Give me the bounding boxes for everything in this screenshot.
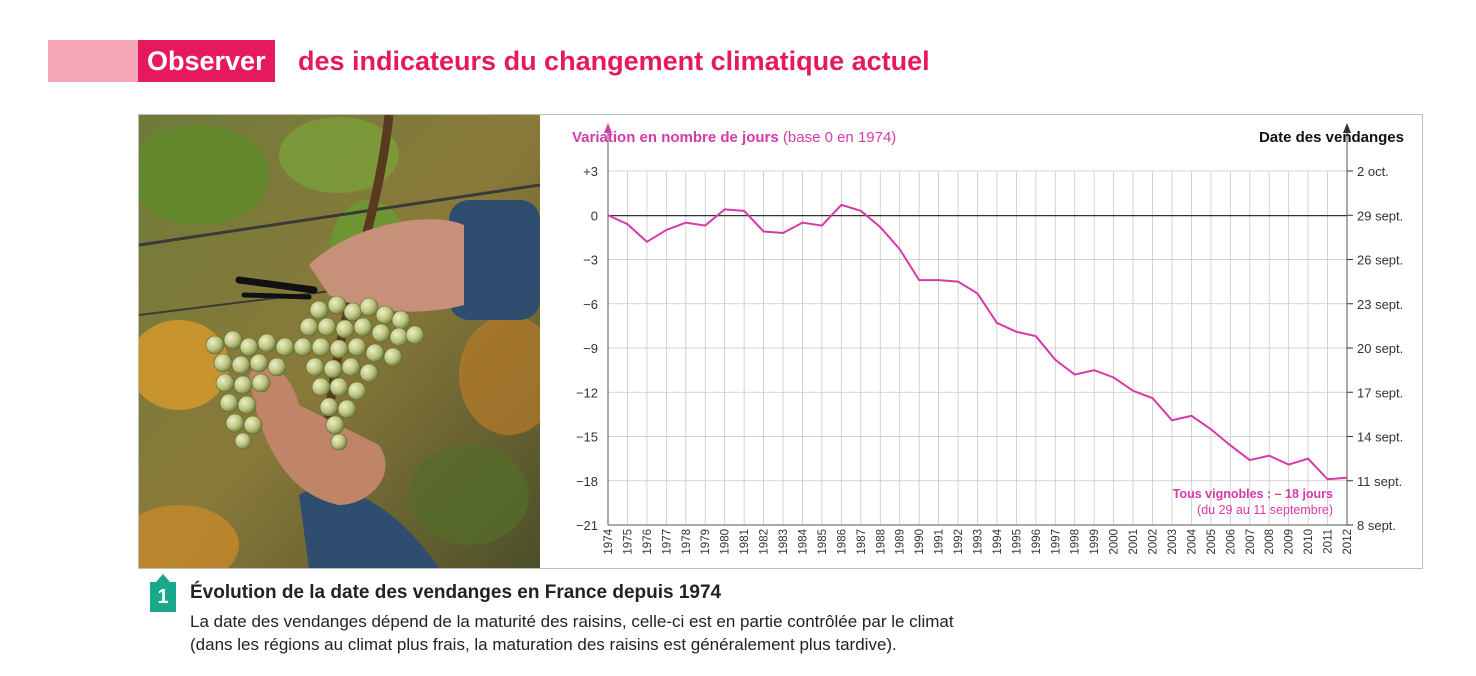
x-tick-label: 2011 (1323, 529, 1335, 554)
x-tick-label: 2009 (1284, 529, 1296, 555)
x-tick-label: 1981 (739, 529, 751, 555)
x-tick-label: 1994 (992, 528, 1004, 554)
y-tick-label-left: −3 (583, 253, 598, 268)
y-tick-label-left: −21 (576, 518, 598, 533)
x-tick-label: 1996 (1031, 529, 1043, 555)
y-tick-label-right: 26 sept. (1357, 253, 1403, 268)
figure-caption-title: Évolution de la date des vendanges en Fr… (190, 582, 722, 603)
grape-harvest-photo (139, 115, 540, 568)
y-tick-label-left: −12 (576, 385, 598, 400)
x-tick-label: 1997 (1050, 529, 1062, 555)
x-tick-label: 1987 (856, 529, 868, 555)
y-tick-label-left: −6 (583, 297, 598, 312)
y-axis-arrow-right (1343, 123, 1351, 133)
y-tick-label-right: 17 sept. (1357, 385, 1403, 400)
x-tick-label: 1988 (875, 529, 887, 555)
x-tick-label: 2006 (1225, 529, 1237, 555)
series-line (607, 203, 1348, 481)
figure-panel: Variation en nombre de jours (base 0 en … (138, 114, 1423, 569)
annotation-line1: Tous vignobles : – 18 jours (1173, 487, 1333, 501)
x-tick-label: 1999 (1089, 529, 1101, 555)
x-tick-label: 1975 (622, 529, 634, 555)
x-tick-label: 1985 (817, 529, 829, 555)
figure-caption-text: La date des vendanges dépend de la matur… (190, 610, 1190, 656)
x-tick-label: 2012 (1342, 529, 1354, 555)
y-tick-label-right: 2 oct. (1357, 164, 1389, 179)
x-tick-label: 2005 (1206, 529, 1218, 555)
caption-line-1: La date des vendanges dépend de la matur… (190, 612, 954, 631)
y-tick-label-right: 11 sept. (1357, 474, 1402, 489)
x-tick-label: 1983 (778, 529, 790, 555)
x-tick-label: 2000 (1109, 529, 1121, 555)
page-title: des indicateurs du changement climatique… (298, 46, 930, 76)
x-tick-label: 1991 (934, 529, 946, 555)
x-tick-label: 1978 (681, 529, 693, 555)
x-tick-label: 1974 (603, 528, 615, 554)
x-tick-label: 1977 (661, 529, 673, 555)
title-decoration-bar (48, 40, 138, 82)
y-tick-label-left: 0 (591, 208, 598, 223)
x-tick-label: 1998 (1070, 529, 1082, 555)
x-tick-label: 2003 (1167, 529, 1179, 555)
x-tick-label: 1993 (973, 529, 985, 555)
y-axis-title-right: Date des vendanges (1259, 129, 1404, 146)
x-tick-label: 1989 (895, 529, 907, 555)
x-tick-label: 1986 (836, 529, 848, 555)
figure-number: 1 (150, 574, 176, 612)
y-tick-label-right: 20 sept. (1357, 341, 1403, 356)
x-tick-label: 1982 (759, 529, 771, 555)
x-tick-label: 2001 (1128, 529, 1140, 555)
y-tick-label-right: 14 sept. (1357, 430, 1403, 445)
y-tick-label-right: 23 sept. (1357, 297, 1403, 312)
y-tick-label-right: 29 sept. (1357, 208, 1403, 223)
y-axis-arrow-left (604, 123, 612, 133)
x-tick-label: 2002 (1148, 529, 1160, 555)
x-tick-label: 1980 (720, 529, 732, 555)
x-tick-label: 2007 (1245, 529, 1257, 555)
title-tag: Observer (138, 40, 275, 82)
y-tick-label-right: 8 sept. (1357, 518, 1396, 533)
x-tick-label: 2008 (1264, 529, 1276, 555)
x-tick-label: 1976 (642, 529, 654, 555)
y-axis-title-left: Variation en nombre de jours (base 0 en … (572, 129, 896, 146)
x-tick-label: 2004 (1186, 528, 1198, 554)
x-tick-label: 1990 (914, 529, 926, 555)
x-tick-label: 1984 (797, 528, 809, 554)
x-tick-label: 2010 (1303, 529, 1315, 555)
y-tick-label-left: −15 (576, 430, 598, 445)
y-tick-label-left: −18 (576, 474, 598, 489)
harvest-date-chart: Variation en nombre de jours (base 0 en … (572, 123, 1404, 555)
y-tick-label-left: +3 (583, 164, 598, 179)
x-tick-label: 1992 (953, 529, 965, 555)
annotation-line2: (du 29 au 11 septembre) (1197, 503, 1333, 517)
x-tick-label: 1979 (700, 529, 712, 555)
x-tick-label: 1995 (1011, 529, 1023, 555)
y-tick-label-left: −9 (583, 341, 598, 356)
caption-line-2: (dans les régions au climat plus frais, … (190, 635, 897, 654)
